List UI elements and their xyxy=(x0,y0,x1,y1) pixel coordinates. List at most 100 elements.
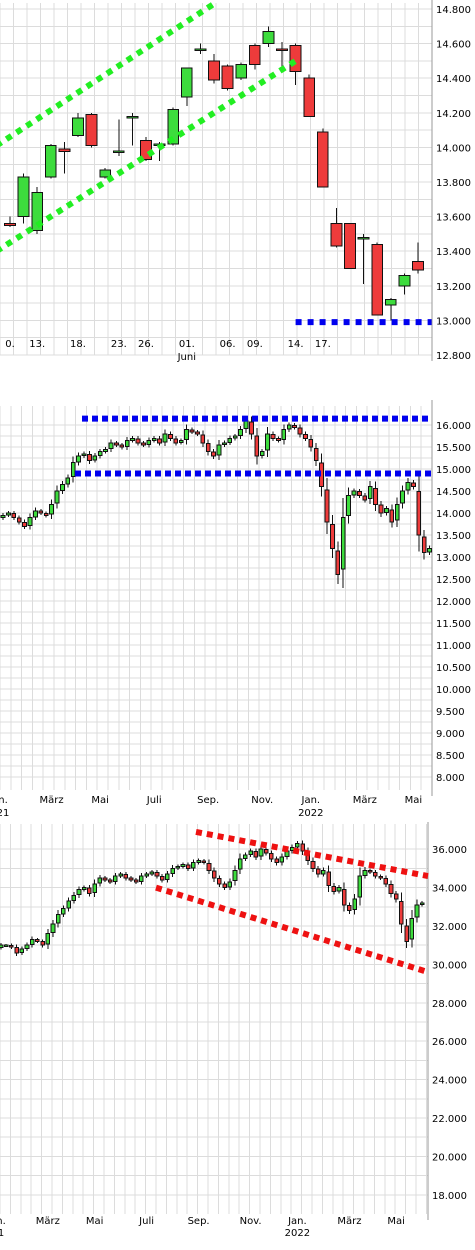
x-tick-label: Juli xyxy=(146,795,162,806)
candle-body-down xyxy=(249,421,254,435)
candle xyxy=(139,872,144,885)
candle-body-down xyxy=(222,883,227,889)
x-tick-label: Nov. xyxy=(251,795,273,806)
candle xyxy=(173,435,179,446)
candle-body-up xyxy=(295,842,300,848)
candle-body-up xyxy=(398,274,411,287)
candle-body-up xyxy=(29,938,35,946)
candle-body-up xyxy=(362,869,368,877)
candle-body-down xyxy=(335,550,341,576)
candle xyxy=(263,846,269,856)
candle xyxy=(248,43,261,70)
candle xyxy=(146,437,152,448)
candle xyxy=(427,545,432,555)
candle xyxy=(235,62,248,80)
candle xyxy=(279,853,285,866)
candle-body-down xyxy=(412,261,424,271)
candle-body-down xyxy=(9,944,14,948)
candle-body-up xyxy=(265,433,270,451)
candle-body-up xyxy=(162,433,168,443)
candle-body-up xyxy=(191,862,196,869)
candle xyxy=(71,892,77,904)
candle xyxy=(351,488,357,498)
candle xyxy=(112,119,125,157)
candle xyxy=(99,168,112,179)
candle-body-down xyxy=(344,223,356,270)
candle xyxy=(254,427,260,465)
candle-body-down xyxy=(22,521,27,527)
x-tick-label: Mai xyxy=(387,1216,405,1227)
candle xyxy=(124,437,130,451)
candle xyxy=(270,431,276,442)
candle-body-down xyxy=(38,510,44,514)
candle xyxy=(419,901,425,907)
candle xyxy=(211,449,216,459)
x-tick-label: Mai xyxy=(86,1216,104,1227)
x-tick-label: 26. xyxy=(138,339,154,350)
y-tick-label: 12.000 xyxy=(436,597,471,608)
candle-body-down xyxy=(276,48,288,52)
candle xyxy=(222,881,227,891)
y-tick-label: 14.500 xyxy=(436,487,471,498)
candle xyxy=(238,426,243,440)
y-tick-label: 13.800 xyxy=(436,178,471,189)
y-tick-label: 12.500 xyxy=(436,575,471,586)
candle-body-down xyxy=(331,885,337,892)
candle xyxy=(211,867,217,882)
candle xyxy=(123,871,129,881)
candle-body-down xyxy=(141,442,146,446)
candle-body-up xyxy=(227,437,233,443)
x-tick-label: März xyxy=(353,795,377,806)
candle xyxy=(416,475,422,552)
candle xyxy=(185,862,191,872)
candle xyxy=(331,883,337,895)
y-tick-label: 9.500 xyxy=(436,707,465,718)
candle xyxy=(118,872,123,878)
candle-body-down xyxy=(393,893,399,900)
candle xyxy=(414,899,420,923)
candle xyxy=(180,67,193,106)
candle-body-up xyxy=(336,887,342,892)
candle-body-down xyxy=(254,435,260,457)
candle xyxy=(367,868,373,875)
candle-body-up xyxy=(3,944,9,948)
candle-body-up xyxy=(180,67,193,98)
candle-body-down xyxy=(211,870,217,879)
candle-body-up xyxy=(167,108,180,145)
candle xyxy=(29,936,35,948)
candle xyxy=(352,894,357,915)
candle xyxy=(126,112,139,146)
candle-body-down xyxy=(373,487,378,505)
candle-body-down xyxy=(157,438,162,444)
candle-body-up xyxy=(394,503,400,521)
candle xyxy=(157,435,162,446)
candle xyxy=(378,874,383,880)
candle-body-up xyxy=(118,873,123,877)
candle xyxy=(393,890,399,903)
candle xyxy=(205,439,211,456)
candle-body-down xyxy=(399,901,404,925)
candle-body-down xyxy=(303,433,308,439)
y-tick-label: 14.000 xyxy=(436,509,471,520)
candle xyxy=(22,519,27,529)
candle-body-down xyxy=(421,536,427,554)
candle-body-down xyxy=(201,860,207,864)
candle xyxy=(367,481,373,505)
candle xyxy=(6,511,11,518)
candle xyxy=(394,497,400,527)
candle-body-down xyxy=(133,879,139,883)
candle xyxy=(31,187,44,234)
candle-body-up xyxy=(165,873,170,880)
candle xyxy=(321,867,326,877)
candle-body-down xyxy=(102,877,108,881)
candle-body-down xyxy=(297,427,303,435)
candle-body-down xyxy=(357,491,362,497)
x-tick-label: Mai xyxy=(405,795,423,806)
candle xyxy=(362,867,368,879)
candle xyxy=(0,513,6,520)
candle xyxy=(335,541,341,585)
candle-body-down xyxy=(221,65,234,90)
y-tick-label: 22.000 xyxy=(432,1114,467,1125)
candle-body-down xyxy=(371,243,384,316)
candle-body-up xyxy=(194,48,207,51)
